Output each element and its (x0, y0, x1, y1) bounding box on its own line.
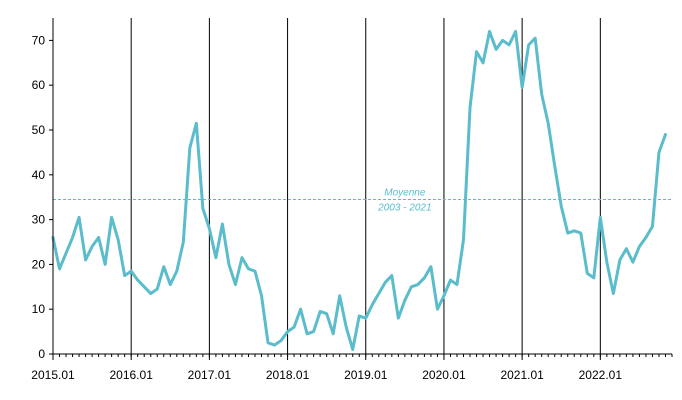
average-line-group: Moyenne 2003 - 2021 (53, 187, 672, 213)
x-tick-label: 2016.01 (109, 368, 153, 382)
x-tick-label: 2021.01 (500, 368, 544, 382)
y-tick-label: 70 (32, 33, 46, 47)
axes (52, 18, 672, 355)
x-tick-label: 2019.01 (344, 368, 388, 382)
average-label-line1: Moyenne (384, 187, 426, 198)
x-tick-label: 2017.01 (188, 368, 232, 382)
y-tick-label: 40 (32, 168, 46, 182)
year-dividers (130, 18, 601, 354)
x-axis-ticks: 2015.01 2016.01 2017.01 2018.01 2019.01 2020.… (31, 354, 673, 382)
series-line (51, 29, 667, 352)
x-tick-label: 2015.01 (31, 368, 75, 382)
y-tick-label: 0 (38, 347, 45, 361)
y-tick-label: 50 (32, 123, 46, 137)
x-tick-label: 2018.01 (266, 368, 310, 382)
x-tick-label: 2020.01 (422, 368, 466, 382)
y-tick-label: 30 (32, 213, 46, 227)
x-tick-label: 2022.01 (579, 368, 623, 382)
y-tick-label: 20 (32, 257, 46, 271)
y-tick-label: 10 (32, 302, 46, 316)
series-group (51, 29, 667, 352)
y-axis-ticks: 0 10 20 30 40 50 60 70 (32, 33, 53, 361)
y-tick-label: 60 (32, 78, 46, 92)
average-label-line2: 2003 - 2021 (377, 202, 431, 213)
